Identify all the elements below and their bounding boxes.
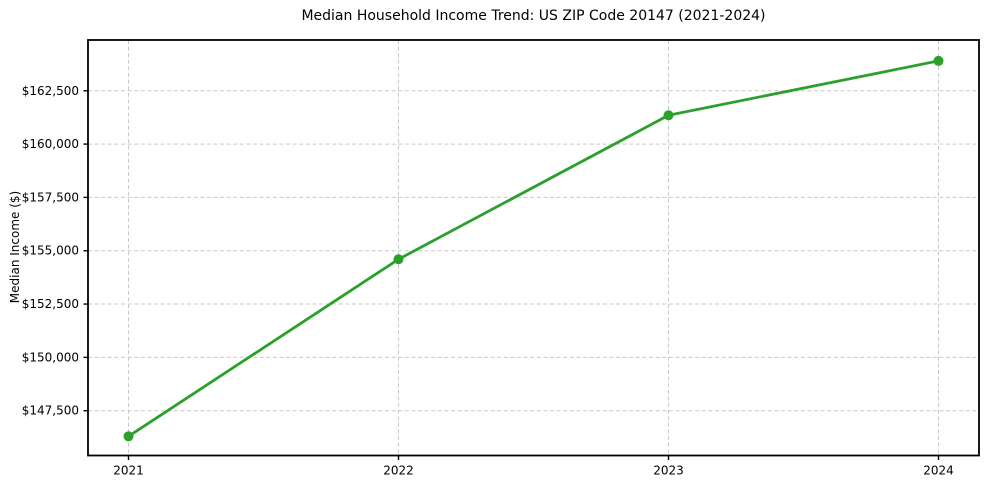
x-tick-label: 2021 [113, 464, 144, 478]
plot-border [87, 39, 980, 457]
x-tick-label: 2024 [923, 464, 954, 478]
y-tick-label: $155,000 [22, 244, 79, 258]
y-axis-label: Median Income ($) [8, 190, 22, 304]
data-point-2022 [393, 254, 404, 265]
y-tick-label: $150,000 [22, 350, 79, 364]
y-tick-label: $157,500 [22, 190, 79, 204]
y-tick-label: $147,500 [22, 404, 79, 418]
data-point-2024 [933, 55, 944, 66]
chart-title: Median Household Income Trend: US ZIP Co… [301, 8, 766, 24]
trend-line [127, 59, 940, 438]
y-tick-label: $162,500 [22, 84, 79, 98]
x-tick-label: 2022 [383, 464, 414, 478]
y-tick-label: $152,500 [22, 297, 79, 311]
x-tick-label: 2023 [653, 464, 684, 478]
y-tick-label: $160,000 [22, 137, 79, 151]
data-point-2023 [663, 110, 674, 121]
data-point-2021 [123, 431, 134, 442]
